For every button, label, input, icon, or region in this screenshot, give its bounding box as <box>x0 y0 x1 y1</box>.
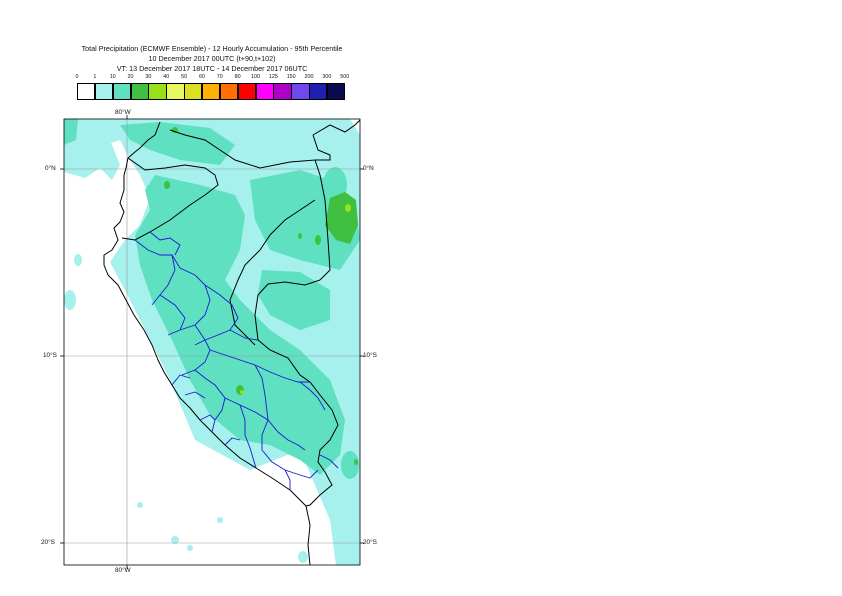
legend-swatch <box>273 83 292 100</box>
legend-label: 500 <box>340 74 350 80</box>
lon-label-top: 80°W <box>115 109 131 116</box>
map-frame <box>63 118 361 566</box>
legend-swatch <box>237 83 256 100</box>
legend-swatch <box>326 83 346 100</box>
legend-swatch <box>94 83 114 100</box>
legend-label: 200 <box>304 74 314 80</box>
legend-label: 30 <box>145 74 152 80</box>
precipitation-legend: 0 1 10 20 30 40 50 60 70 80 100 125 150 200 300 500 <box>72 74 362 104</box>
frame-ticks <box>60 115 364 569</box>
legend-label: 100 <box>251 74 260 80</box>
legend-swatch <box>219 83 239 100</box>
lat-label-0-right: 0°N <box>363 165 374 172</box>
legend-label: 125 <box>268 74 278 80</box>
legend-swatch <box>166 83 185 100</box>
map-title: Total Precipitation (ECMWF Ensemble) - 1… <box>81 44 343 53</box>
valid-time: VT: 13 December 2017 18UTC - 14 December… <box>116 64 308 73</box>
lat-label-0-left: 0°N <box>45 165 56 172</box>
legend-label: 300 <box>322 74 332 80</box>
graticule <box>64 119 360 565</box>
legend-swatch <box>112 83 132 100</box>
lat-label-20s-right: 20°S <box>363 539 377 546</box>
legend-label: 10 <box>109 74 116 80</box>
precip-30-40-area <box>240 204 351 394</box>
legend-swatch <box>201 83 221 100</box>
regional-borders <box>134 231 339 490</box>
legend-label: 1 <box>93 74 97 80</box>
legend-swatch <box>148 83 167 100</box>
legend-label: 0 <box>75 74 79 80</box>
legend-label: 40 <box>163 74 170 80</box>
precip-10-20-area <box>64 119 360 479</box>
legend-swatch <box>184 83 203 100</box>
legend-label: 70 <box>216 74 223 80</box>
legend-swatch <box>291 83 310 100</box>
legend-swatch <box>255 83 274 100</box>
legend-swatch <box>309 83 328 100</box>
lat-label-10s-right: 10°S <box>363 352 377 359</box>
lon-label-bottom: 80°W <box>115 567 131 574</box>
lat-label-20s-left: 20°S <box>41 539 55 546</box>
legend-label: 150 <box>286 74 296 80</box>
legend-swatch <box>130 83 149 100</box>
base-time: 10 December 2017 00UTC (t+90,t+102) <box>148 54 276 63</box>
lat-label-10s-left: 10°S <box>43 352 57 359</box>
legend-swatch <box>77 83 96 100</box>
coastline <box>103 121 311 566</box>
legend-label: 20 <box>127 74 134 80</box>
legend-label: 60 <box>198 74 205 80</box>
legend-label: 50 <box>181 74 188 80</box>
legend-label: 80 <box>234 74 241 80</box>
